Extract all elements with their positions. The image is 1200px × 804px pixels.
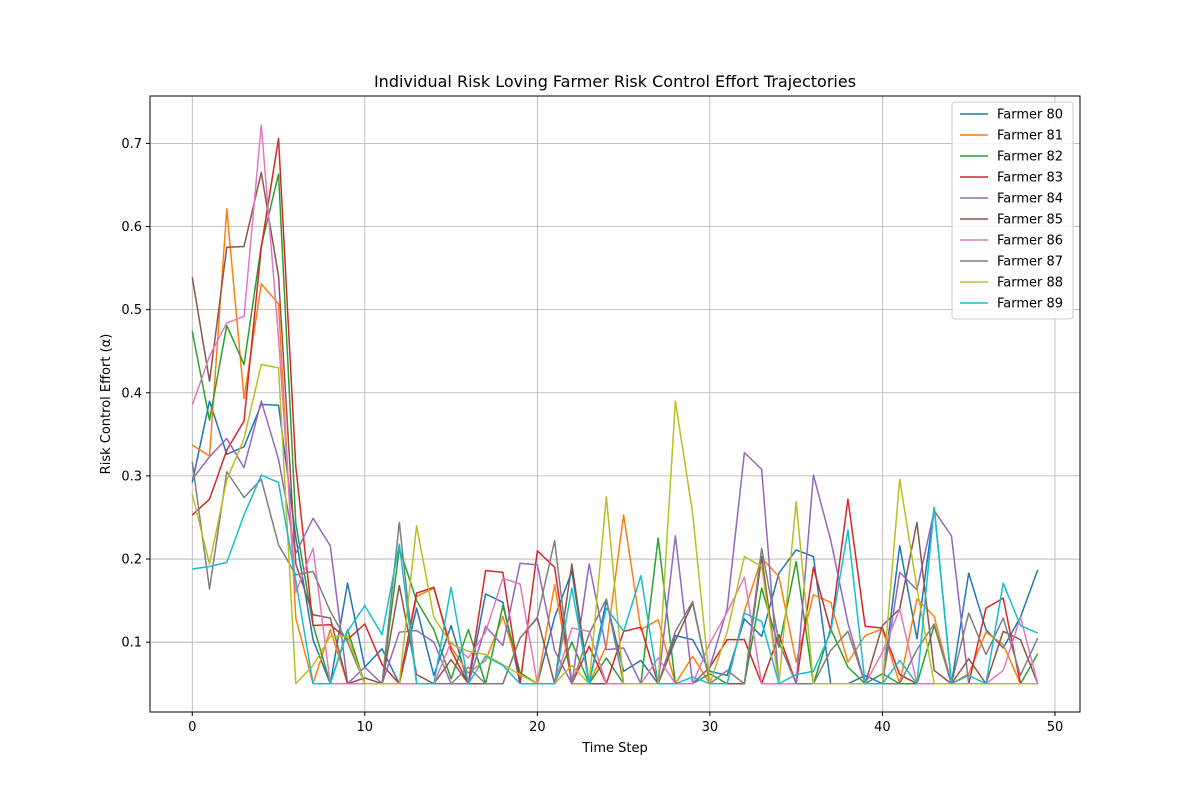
y-axis: 0.1 0.2 0.3 0.4 0.5 0.6 0.7 — [121, 137, 150, 651]
y-axis-label: Risk Control Effort (α) — [99, 334, 114, 475]
legend: Farmer 80 Farmer 81 Farmer 82 Farmer 83 Farm… — [951, 101, 1074, 320]
y-tick-label: 0.3 — [121, 469, 142, 484]
legend-label: Farmer 82 — [997, 150, 1063, 165]
legend-label: Farmer 87 — [997, 255, 1063, 270]
series-line-farmer-87 — [191, 461, 1039, 685]
y-tick-label: 0.7 — [121, 137, 142, 152]
y-tick-label: 0.2 — [121, 553, 142, 568]
legend-label: Farmer 85 — [997, 213, 1063, 228]
x-axis: 0 10 20 30 40 50 — [188, 712, 1063, 735]
y-tick-label: 0.5 — [121, 303, 142, 318]
series-lines — [191, 124, 1039, 685]
x-tick-label: 20 — [529, 720, 546, 735]
y-tick-label: 0.1 — [121, 636, 142, 651]
y-tick-label: 0.4 — [121, 386, 142, 401]
x-axis-label: Time Step — [581, 741, 648, 756]
x-tick-label: 10 — [357, 720, 374, 735]
y-tick-label: 0.6 — [121, 220, 142, 235]
legend-label: Farmer 80 — [997, 108, 1063, 123]
legend-label: Farmer 84 — [997, 192, 1063, 207]
legend-label: Farmer 86 — [997, 234, 1063, 249]
x-tick-label: 40 — [874, 720, 891, 735]
legend-label: Farmer 88 — [997, 276, 1063, 291]
series-line-farmer-89 — [192, 474, 1039, 685]
grid-lines — [150, 96, 1080, 712]
series-line-farmer-86 — [191, 124, 1039, 685]
chart-title: Individual Risk Loving Farmer Risk Contr… — [374, 72, 856, 91]
series-line-farmer-84 — [191, 400, 1038, 685]
plot-frame — [149, 95, 1081, 713]
legend-label: Farmer 81 — [997, 129, 1063, 144]
series-line-farmer-81 — [191, 208, 1038, 685]
legend-label: Farmer 89 — [997, 297, 1063, 312]
series-line-farmer-88 — [191, 363, 1038, 685]
legend-label: Farmer 83 — [997, 171, 1063, 186]
x-tick-label: 0 — [188, 720, 196, 735]
series-line-farmer-80 — [191, 400, 1039, 685]
x-tick-label: 50 — [1047, 720, 1064, 735]
x-tick-label: 30 — [702, 720, 719, 735]
